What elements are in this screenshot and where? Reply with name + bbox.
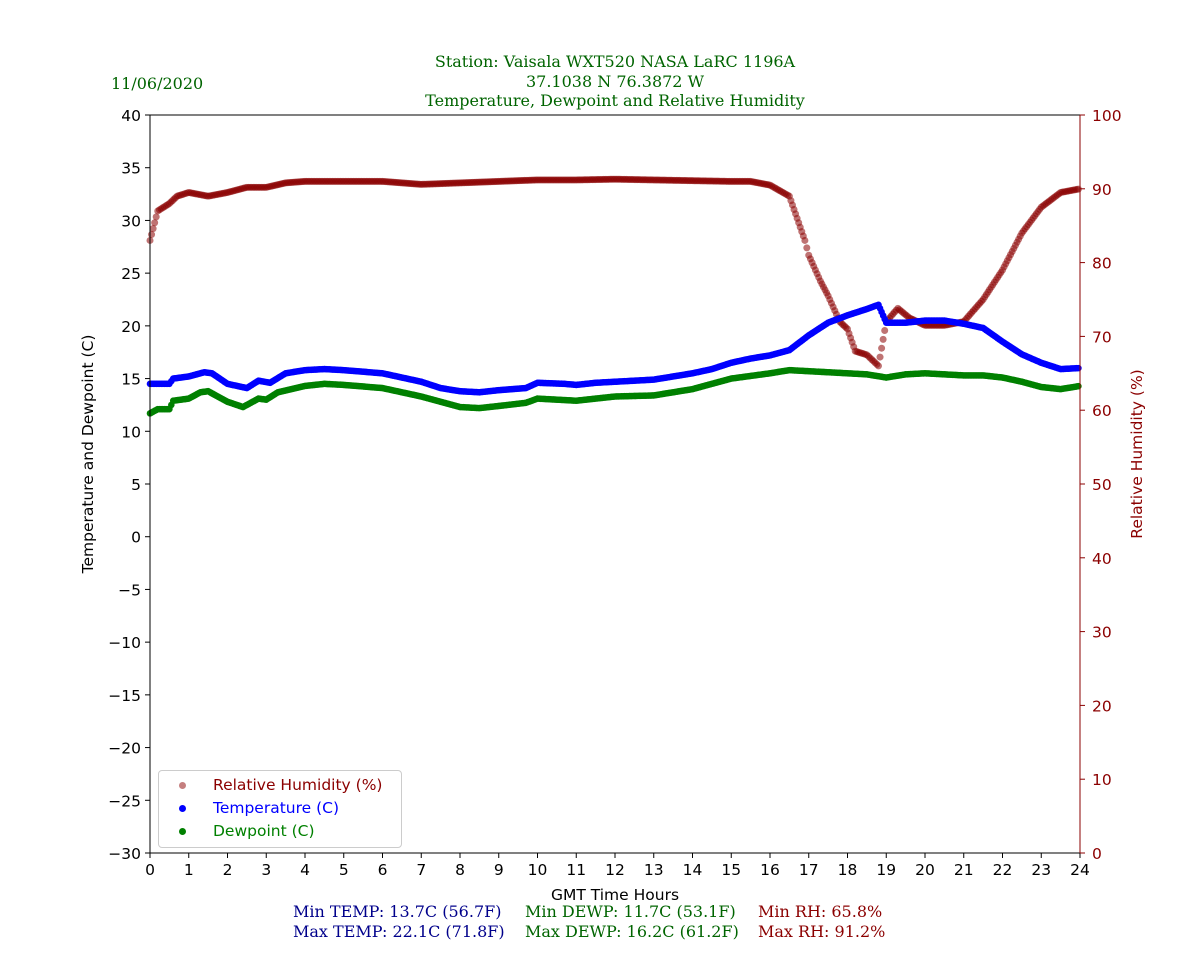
min-temp-stat: Min TEMP: 13.7C (56.7F) <box>293 902 502 921</box>
x-tick-label: 6 <box>378 861 388 879</box>
y-tick-label: −15 <box>108 687 141 705</box>
legend: Relative Humidity (%) Temperature (C) De… <box>158 770 402 848</box>
y-tick-label: −25 <box>108 792 141 810</box>
x-tick-label: 8 <box>455 861 465 879</box>
y2-tick-label: 0 <box>1092 845 1102 863</box>
legend-item-rh: Relative Humidity (%) <box>159 774 382 796</box>
y-tick-label: −10 <box>108 634 141 652</box>
series-1 <box>146 301 1082 396</box>
title-coordinates: 37.1038 N 76.3872 W <box>525 72 705 91</box>
data-point <box>801 236 809 244</box>
y-tick-label: 25 <box>121 265 141 283</box>
legend-label-temp: Temperature (C) <box>213 799 340 817</box>
y-axis-label: Temperature and Dewpoint (C) <box>79 335 97 575</box>
x-tick-label: 1 <box>184 861 194 879</box>
x-tick-label: 24 <box>1070 861 1090 879</box>
x-tick-label: 9 <box>494 861 504 879</box>
x-tick-label: 23 <box>1031 861 1051 879</box>
y-tick-label: 5 <box>131 476 141 494</box>
legend-item-temp: Temperature (C) <box>159 797 339 819</box>
date-label: 11/06/2020 <box>111 74 204 93</box>
data-point <box>878 344 886 352</box>
y2-tick-label: 50 <box>1092 476 1112 494</box>
x-axis-label: GMT Time Hours <box>551 886 679 904</box>
x-tick-label: 0 <box>145 861 155 879</box>
data-point <box>151 219 159 227</box>
max-temp-stat: Max TEMP: 22.1C (71.8F) <box>293 922 505 941</box>
x-tick-label: 13 <box>644 861 664 879</box>
title-station: Station: Vaisala WXT520 NASA LaRC 1196A <box>434 52 796 71</box>
min-rh-stat: Min RH: 65.8% <box>758 902 883 921</box>
chart-title: Temperature, Dewpoint and Relative Humid… <box>425 91 805 110</box>
y2-tick-label: 10 <box>1092 771 1112 789</box>
data-point <box>803 244 811 252</box>
y2-axis-label: Relative Humidity (%) <box>1128 369 1146 538</box>
x-tick-label: 21 <box>954 861 974 879</box>
y-tick-label: 0 <box>131 529 141 547</box>
y2-tick-label: 70 <box>1092 328 1112 346</box>
dewp-marker-icon <box>179 827 186 835</box>
x-tick-label: 19 <box>876 861 896 879</box>
y2-tick-label: 20 <box>1092 697 1112 715</box>
x-tick-label: 7 <box>416 861 426 879</box>
y2-tick-label: 30 <box>1092 624 1112 642</box>
data-point <box>1075 364 1082 372</box>
temp-marker-icon <box>179 804 186 812</box>
legend-label-dewp: Dewpoint (C) <box>213 822 315 840</box>
x-tick-label: 10 <box>528 861 548 879</box>
y2-tick-label: 60 <box>1092 402 1112 420</box>
x-tick-label: 11 <box>566 861 586 879</box>
y-tick-label: 40 <box>121 107 141 125</box>
x-tick-label: 14 <box>683 861 703 879</box>
data-point <box>881 326 889 334</box>
data-point <box>875 362 882 370</box>
data-point <box>152 213 160 221</box>
x-tick-label: 15 <box>721 861 741 879</box>
y-tick-label: −5 <box>118 581 141 599</box>
x-tick-label: 17 <box>799 861 819 879</box>
y2-tick-label: 80 <box>1092 255 1112 273</box>
y-tick-label: 35 <box>121 160 141 178</box>
y-tick-label: −30 <box>108 845 141 863</box>
data-point <box>879 335 887 343</box>
legend-item-dewp: Dewpoint (C) <box>159 820 315 842</box>
data-point <box>148 231 156 239</box>
legend-label-rh: Relative Humidity (%) <box>213 776 383 794</box>
x-tick-label: 16 <box>760 861 780 879</box>
x-tick-label: 12 <box>605 861 625 879</box>
y2-tick-label: 90 <box>1092 181 1112 199</box>
y-tick-label: 30 <box>121 212 141 230</box>
max-rh-stat: Max RH: 91.2% <box>758 922 886 941</box>
x-tick-label: 4 <box>300 861 310 879</box>
y-tick-label: 15 <box>121 371 141 389</box>
y-tick-label: 20 <box>121 318 141 336</box>
max-dewp-stat: Max DEWP: 16.2C (61.2F) <box>525 922 739 941</box>
series-0 <box>146 175 1082 370</box>
x-tick-label: 2 <box>223 861 233 879</box>
y-tick-label: −20 <box>108 740 141 758</box>
x-tick-label: 3 <box>261 861 271 879</box>
y2-tick-label: 100 <box>1092 107 1122 125</box>
rh-marker-icon <box>179 781 186 789</box>
data-point <box>1075 382 1082 390</box>
y2-tick-label: 40 <box>1092 550 1112 568</box>
x-tick-label: 20 <box>915 861 935 879</box>
series-2 <box>146 366 1082 417</box>
x-tick-label: 18 <box>838 861 858 879</box>
y-tick-label: 10 <box>121 423 141 441</box>
data-point <box>876 353 884 361</box>
x-tick-label: 5 <box>339 861 349 879</box>
min-dewp-stat: Min DEWP: 11.7C (53.1F) <box>525 902 736 921</box>
x-tick-label: 22 <box>993 861 1013 879</box>
data-point <box>149 225 157 233</box>
